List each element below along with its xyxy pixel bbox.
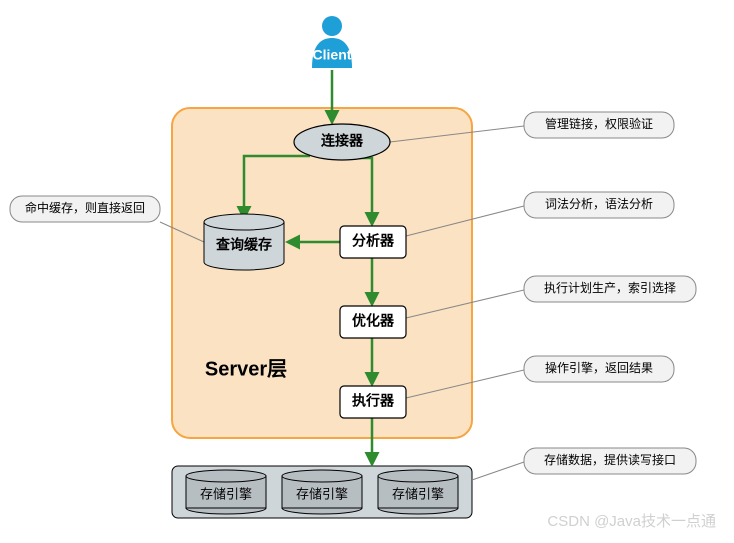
note-optimizer_note-text: 执行计划生产，索引选择 — [544, 281, 676, 295]
cache-node-label: 查询缓存 — [216, 237, 272, 253]
storage-engine-label: 存储引擎 — [296, 486, 348, 501]
note-storage_note-text: 存储数据，提供读写接口 — [544, 452, 676, 467]
note-executor_note-text: 操作引擎，返回结果 — [545, 360, 653, 375]
optimizer-label: 优化器 — [352, 313, 395, 329]
note-cache_note-text: 命中缓存，则直接返回 — [25, 200, 145, 215]
analyzer-label: 分析器 — [352, 233, 395, 249]
note-connector_note-text: 管理链接，权限验证 — [545, 116, 653, 131]
client-label: Client — [313, 47, 352, 63]
architecture-diagram: Server层存储引擎存储引擎存储引擎Client连接器查询缓存分析器优化器执行… — [0, 0, 734, 543]
connector-label: 连接器 — [321, 133, 364, 149]
storage-engine-label: 存储引擎 — [200, 486, 252, 501]
storage-engine-label: 存储引擎 — [392, 486, 444, 501]
executor-label: 执行器 — [352, 393, 395, 409]
server-layer-label: Server层 — [205, 358, 287, 380]
note-line-storage — [472, 462, 524, 480]
note-analyzer_note-text: 词法分析，语法分析 — [545, 197, 653, 211]
